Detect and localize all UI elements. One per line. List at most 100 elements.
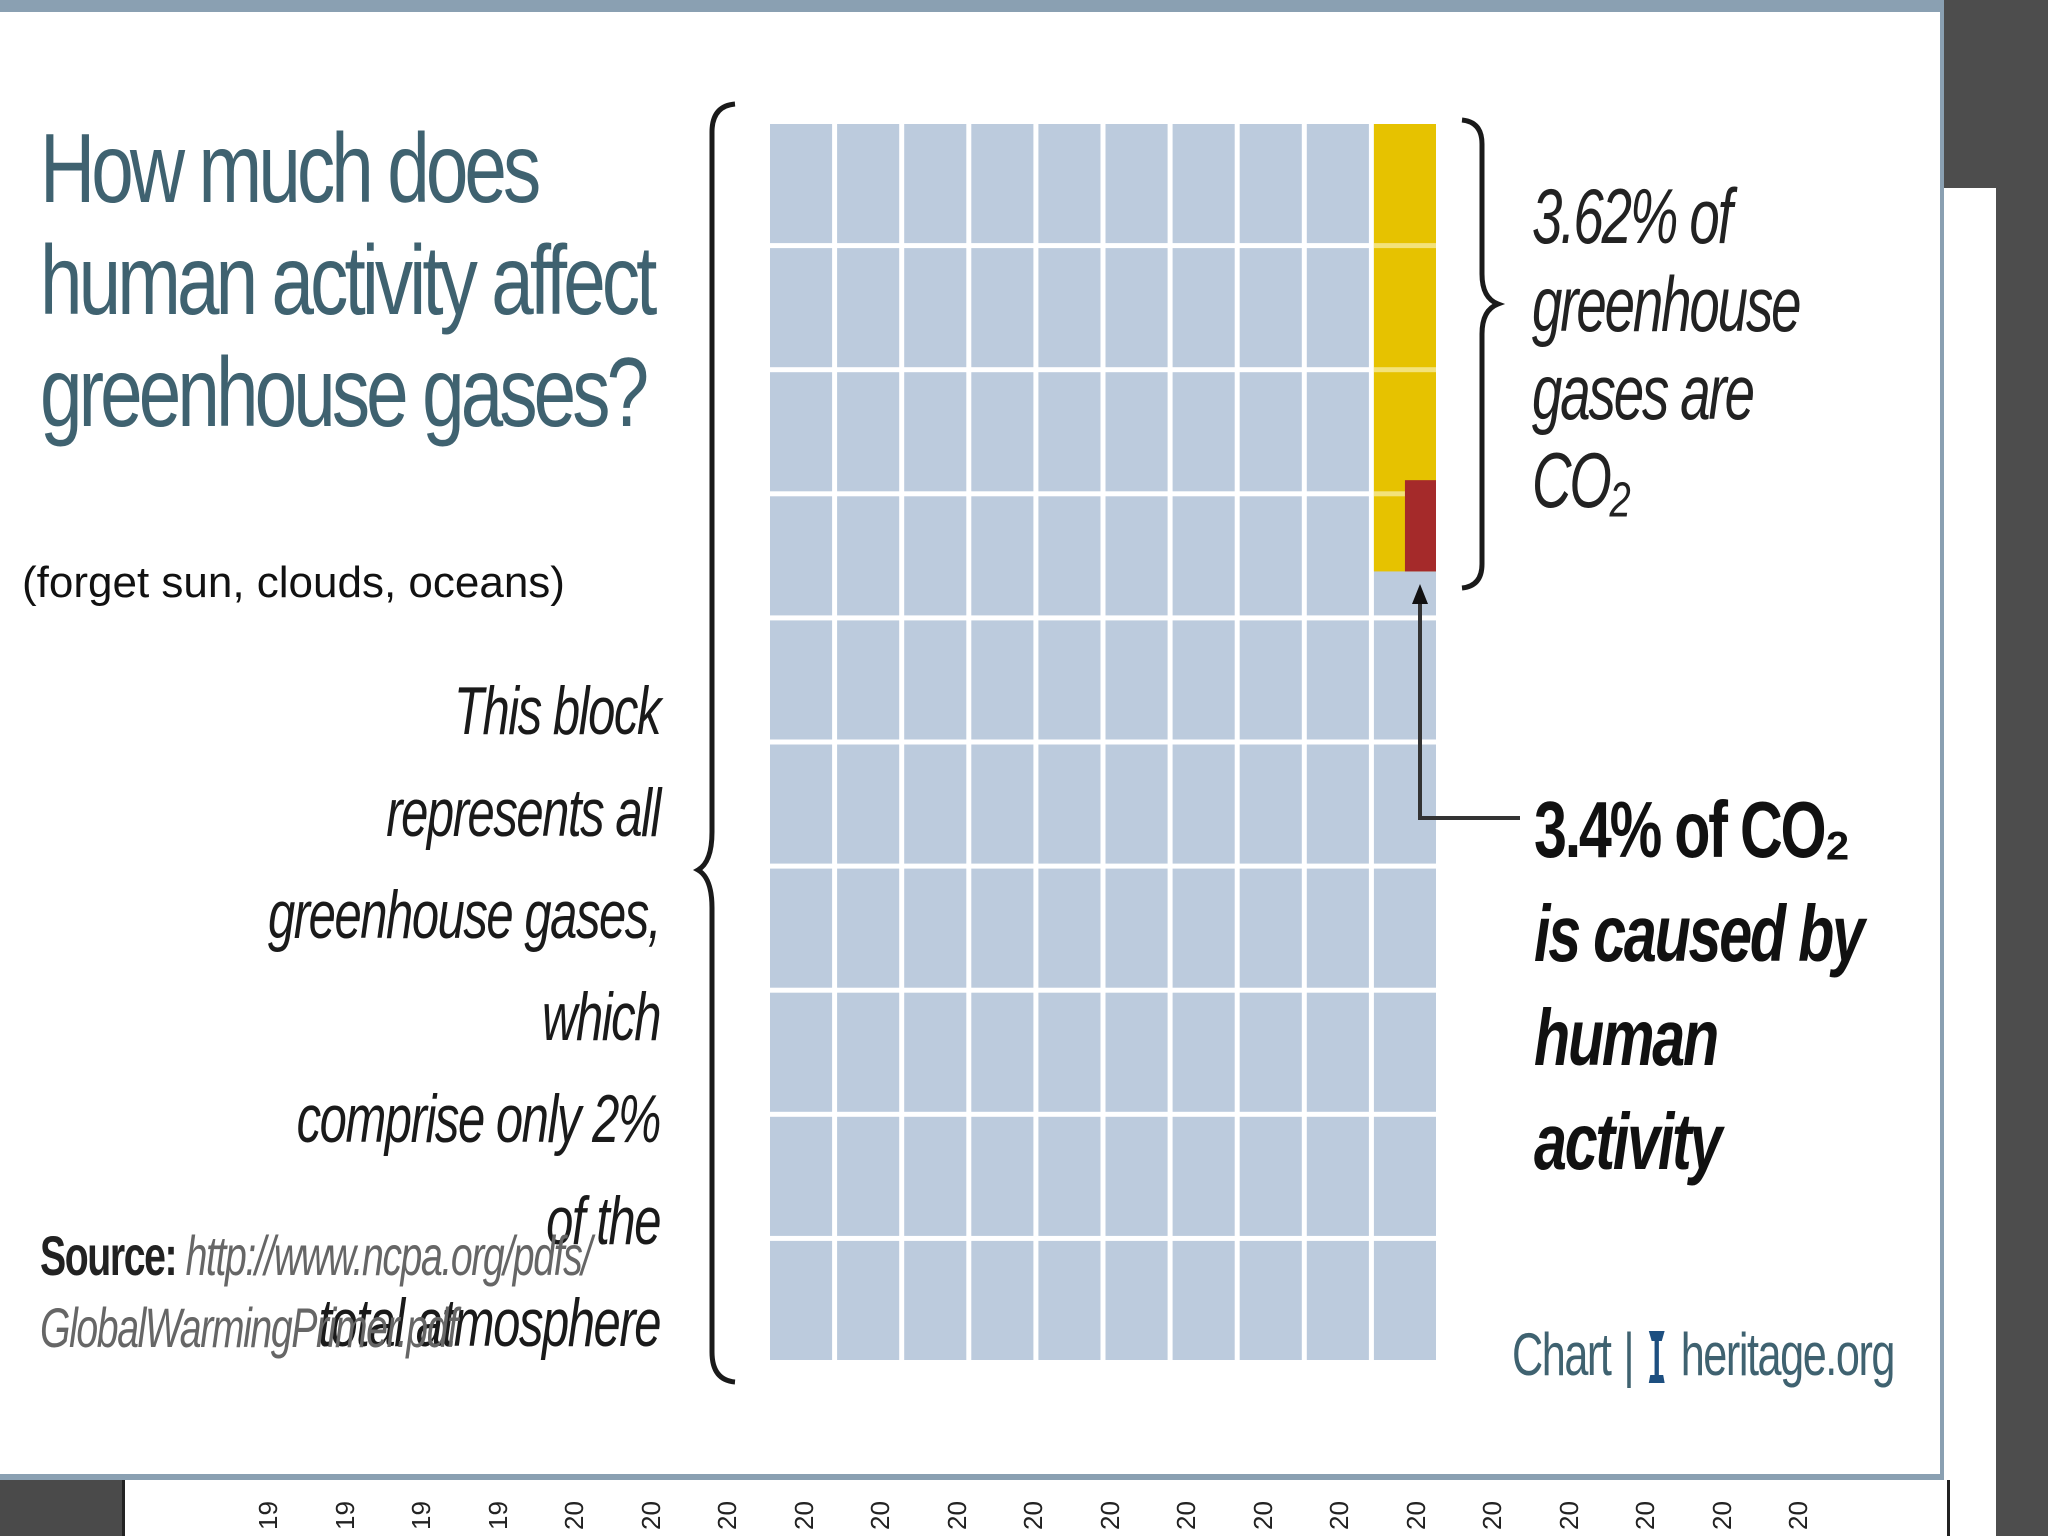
waffle-cell bbox=[837, 372, 900, 492]
waffle-cell bbox=[1373, 744, 1436, 864]
waffle-cell bbox=[1105, 992, 1168, 1112]
waffle-cell bbox=[1373, 868, 1436, 988]
waffle-cell bbox=[1172, 1116, 1235, 1236]
axis-tick-label: 20 bbox=[1247, 1501, 1278, 1530]
waffle-cell bbox=[1172, 992, 1235, 1112]
co2-annotation-line: CO₂ bbox=[1532, 436, 1631, 524]
axis-tick-label: 19 bbox=[329, 1501, 360, 1530]
waffle-cell bbox=[1038, 372, 1101, 492]
waffle-cell bbox=[904, 868, 967, 988]
co2-segment-divider bbox=[1373, 367, 1436, 373]
waffle-cell bbox=[1105, 744, 1168, 864]
block-note: This block represents all greenhouse gas… bbox=[110, 660, 661, 1361]
axis-tick-label: 20 bbox=[1171, 1501, 1201, 1530]
waffle-cell bbox=[1105, 372, 1168, 492]
waffle-cell bbox=[1306, 620, 1369, 740]
credit-separator: | bbox=[1623, 1321, 1634, 1388]
waffle-cell bbox=[837, 620, 900, 740]
waffle-cell bbox=[1172, 124, 1235, 244]
axis-tick-label: 20 bbox=[1324, 1501, 1354, 1530]
waffle-cell bbox=[1172, 1240, 1235, 1360]
waffle-cell bbox=[1038, 496, 1101, 616]
waffle-cell bbox=[770, 496, 833, 616]
waffle-cell bbox=[1373, 992, 1436, 1112]
waffle-cell bbox=[1306, 124, 1369, 244]
waffle-cell bbox=[1306, 1116, 1369, 1236]
waffle-cell bbox=[971, 496, 1034, 616]
waffle-cell bbox=[770, 744, 833, 864]
waffle-cell bbox=[770, 1240, 833, 1360]
waffle-cell bbox=[904, 992, 967, 1112]
human-annotation-line: human bbox=[1534, 993, 1719, 1082]
waffle-cell bbox=[1373, 620, 1436, 740]
waffle-cell bbox=[904, 1116, 967, 1236]
waffle-cell bbox=[1038, 124, 1101, 244]
waffle-cell bbox=[1306, 248, 1369, 368]
waffle-cell bbox=[1172, 868, 1235, 988]
waffle-cell bbox=[837, 1240, 900, 1360]
waffle-cell bbox=[971, 620, 1034, 740]
waffle-cell bbox=[1038, 620, 1101, 740]
axis-tick-label: 20 bbox=[1630, 1501, 1660, 1530]
waffle-cell bbox=[1038, 992, 1101, 1112]
waffle-cell bbox=[770, 372, 833, 492]
waffle-cell bbox=[904, 744, 967, 864]
block-note-line: comprise only 2% of the bbox=[296, 1081, 662, 1259]
waffle-cell bbox=[770, 124, 833, 244]
pointer-arrow-head bbox=[1412, 584, 1428, 604]
waffle-cell bbox=[837, 868, 900, 988]
axis-tick-label: 20 bbox=[1018, 1501, 1048, 1530]
waffle-cell bbox=[770, 868, 833, 988]
waffle-cell bbox=[904, 496, 967, 616]
waffle-cell bbox=[837, 744, 900, 864]
waffle-cell bbox=[837, 496, 900, 616]
waffle-cell bbox=[1038, 1240, 1101, 1360]
title-line: How much does bbox=[40, 113, 541, 223]
co2-annotation: 3.62% of greenhouse gases are CO₂ bbox=[1532, 172, 1802, 524]
left-brace bbox=[692, 101, 736, 1385]
waffle-cell bbox=[1239, 868, 1302, 988]
axis-tick-label: 20 bbox=[1783, 1501, 1813, 1530]
source-url: http://www.ncpa.org/pdfs/ bbox=[185, 1224, 593, 1287]
axis-tick-label: 20 bbox=[712, 1501, 742, 1530]
waffle-cell bbox=[1239, 620, 1302, 740]
co2-annotation-line: greenhouse bbox=[1532, 260, 1802, 348]
credit-site: heritage.org bbox=[1680, 1321, 1896, 1388]
waffle-chart bbox=[692, 101, 1520, 1385]
waffle-cell bbox=[837, 992, 900, 1112]
waffle-cell bbox=[1306, 744, 1369, 864]
waffle-cell bbox=[1038, 744, 1101, 864]
waffle-cell bbox=[1172, 496, 1235, 616]
heritage-torch-icon bbox=[1649, 1330, 1665, 1383]
waffle-cell bbox=[1105, 868, 1168, 988]
axis-tick-label: 20 bbox=[788, 1501, 819, 1530]
waffle-cell bbox=[904, 1240, 967, 1360]
waffle-cell bbox=[1239, 124, 1302, 244]
co2-annotation-line: 3.62% of bbox=[1532, 172, 1733, 260]
waffle-cell bbox=[770, 992, 833, 1112]
waffle-cell bbox=[971, 992, 1034, 1112]
human-annotation-line: is caused by bbox=[1534, 889, 1865, 978]
waffle-cell bbox=[904, 372, 967, 492]
chart-credit: Chart | heritage.org bbox=[1512, 1320, 1896, 1389]
slide-image: How much does human activity affect gree… bbox=[0, 0, 1944, 1480]
waffle-cell bbox=[1239, 372, 1302, 492]
waffle-cell bbox=[1306, 372, 1369, 492]
waffle-cell bbox=[1105, 248, 1168, 368]
co2-segment-divider bbox=[1373, 243, 1436, 249]
block-note-line: total atmosphere bbox=[318, 1285, 661, 1361]
subtitle: (forget sun, clouds, oceans) bbox=[22, 558, 565, 607]
waffle-cell bbox=[1239, 248, 1302, 368]
waffle-cell bbox=[1373, 1116, 1436, 1236]
right-brace bbox=[1461, 117, 1506, 591]
waffle-cell bbox=[1239, 744, 1302, 864]
waffle-cell bbox=[770, 620, 833, 740]
waffle-cell bbox=[1105, 620, 1168, 740]
waffle-cell bbox=[904, 620, 967, 740]
waffle-cell bbox=[1172, 248, 1235, 368]
waffle-cell bbox=[971, 744, 1034, 864]
waffle-cell bbox=[837, 248, 900, 368]
axis-tick-label: 19 bbox=[406, 1501, 436, 1530]
co2-annotation-line: gases are bbox=[1532, 348, 1755, 436]
axis-tick-label: 20 bbox=[1553, 1501, 1584, 1530]
